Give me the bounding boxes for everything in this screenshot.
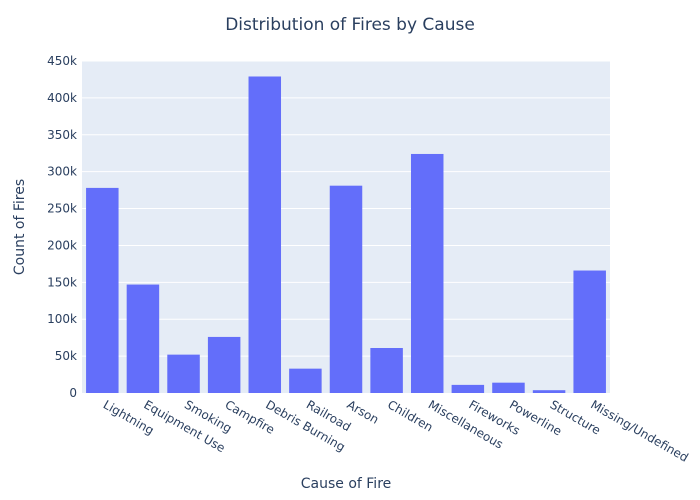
bar: [329, 185, 363, 393]
bar: [167, 354, 200, 393]
y-tick-label: 150k: [47, 275, 77, 289]
bar: [370, 347, 403, 393]
x-tick-label: Missing/Undefined: [588, 397, 691, 464]
y-tick-label: 450k: [47, 54, 77, 68]
y-tick-label: 100k: [47, 312, 77, 326]
y-tick-label: 250k: [47, 202, 77, 216]
y-tick-label: 350k: [47, 128, 77, 142]
chart-title: Distribution of Fires by Cause: [225, 15, 475, 35]
bar: [532, 390, 566, 393]
y-tick-label: 0: [69, 386, 77, 400]
bar: [248, 76, 282, 393]
bar: [86, 187, 119, 393]
bar: [492, 382, 525, 393]
bar: [289, 368, 322, 393]
y-axis-title: Count of Fires: [12, 179, 28, 275]
y-tick-label: 400k: [47, 91, 77, 105]
bar: [573, 270, 606, 393]
x-axis-title: Cause of Fire: [301, 476, 392, 492]
y-tick-label: 50k: [55, 349, 77, 363]
bar: [451, 384, 485, 393]
bars: [86, 76, 606, 393]
y-tick-labels: 0 50k 100k 150k 200k 250k 300k 350k 400k 450k: [47, 54, 77, 400]
x-tick-label: Children: [385, 397, 435, 434]
bar: [410, 153, 444, 393]
y-tick-label: 300k: [47, 165, 77, 179]
bar: [126, 284, 160, 393]
y-tick-label: 200k: [47, 238, 77, 252]
bar: [207, 336, 241, 393]
